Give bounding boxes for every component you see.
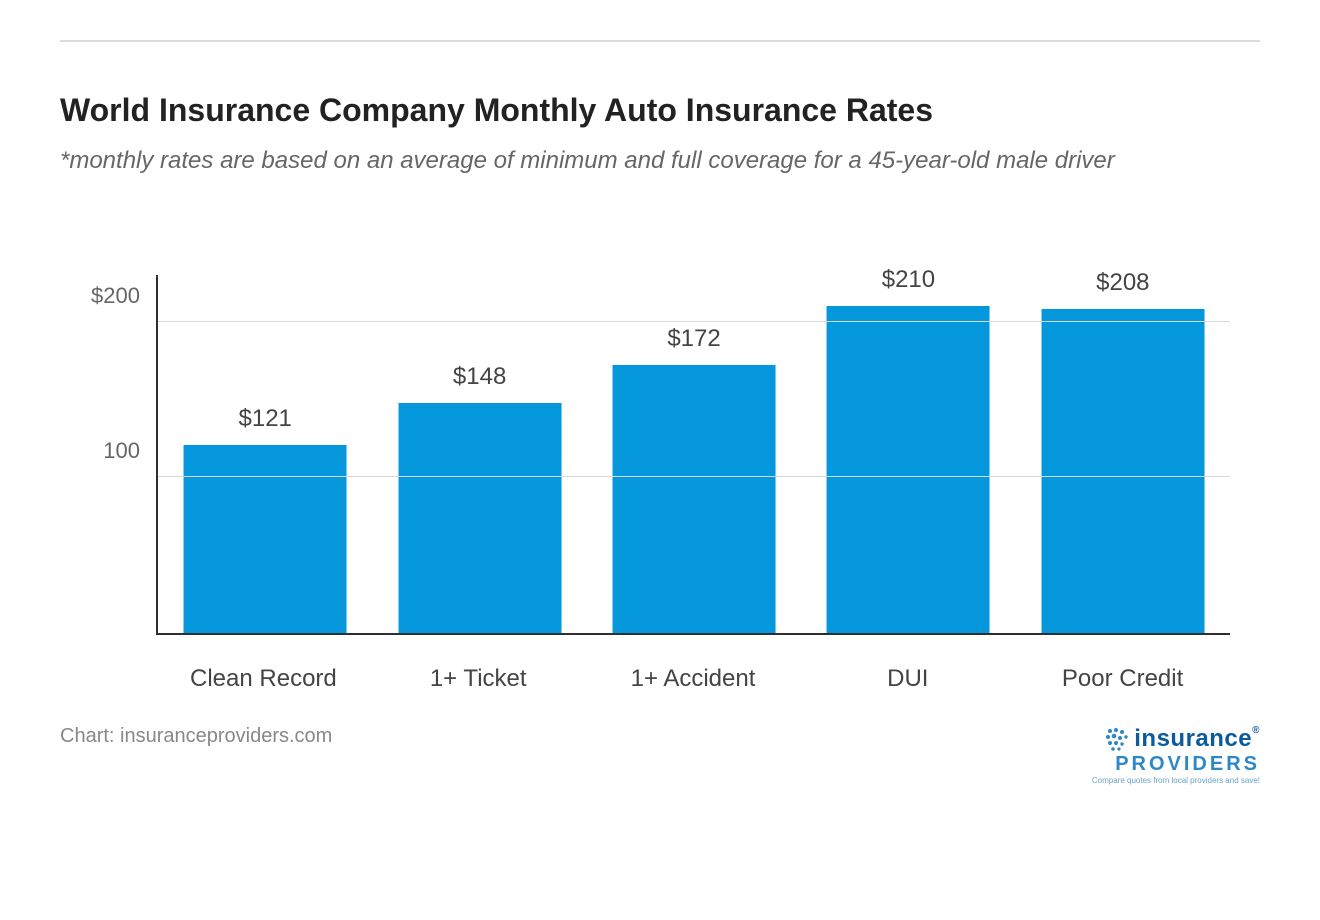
bar-value-label: $121 <box>239 405 292 433</box>
x-tick-label: Clean Record <box>156 647 371 695</box>
x-tick-label: Poor Credit <box>1015 647 1230 695</box>
brand-text-insur: insur <box>1134 725 1195 752</box>
chart-footer: Chart: insuranceproviders.com insurance®… <box>60 725 1260 785</box>
x-tick-label: DUI <box>800 647 1015 695</box>
bars-group: $121 $148 $172 $210 $208 <box>158 275 1230 633</box>
brand-logo: insurance® PROVIDERS Compare quotes from… <box>1092 725 1260 785</box>
x-axis-labels: Clean Record1+ Ticket1+ AccidentDUIPoor … <box>156 647 1230 695</box>
chart-credit: Chart: insuranceproviders.com <box>60 725 332 748</box>
chart-subtitle: *monthly rates are based on an average o… <box>60 147 1260 175</box>
chart-area: $121 $148 $172 $210 $208 100 $200 Clean Recor… <box>60 235 1260 695</box>
bar: $148 <box>398 403 561 633</box>
brand-registered-icon: ® <box>1252 725 1260 736</box>
chart-title: World Insurance Company Monthly Auto Ins… <box>60 92 1260 129</box>
bar: $121 <box>184 445 347 633</box>
bar-value-label: $172 <box>667 325 720 353</box>
x-tick-label: 1+ Ticket <box>371 647 586 695</box>
brand-tagline: Compare quotes from local providers and … <box>1092 776 1260 785</box>
bar-value-label: $148 <box>453 363 506 391</box>
x-tick-label: 1+ Accident <box>586 647 801 695</box>
brand-line2: PROVIDERS <box>1092 753 1260 776</box>
bar-value-label: $208 <box>1096 269 1149 297</box>
y-tick-label: 100 <box>103 438 158 464</box>
bar: $172 <box>613 365 776 633</box>
brand-dots-icon <box>1104 727 1130 753</box>
bar-slot: $121 <box>158 275 372 633</box>
bar-slot: $210 <box>801 275 1015 633</box>
brand-text-ance: ance <box>1195 725 1252 752</box>
plot-area: $121$148$172$210$208 100$200 <box>156 275 1230 635</box>
brand-line1: insurance® <box>1092 725 1260 753</box>
bar-slot: $208 <box>1016 275 1230 633</box>
gridline <box>158 476 1230 477</box>
chart-container: World Insurance Company Monthly Auto Ins… <box>0 0 1320 805</box>
top-divider <box>60 40 1260 42</box>
bar-slot: $172 <box>587 275 801 633</box>
bar: $208 <box>1041 309 1204 633</box>
bar-slot: $148 <box>372 275 586 633</box>
y-tick-label: $200 <box>91 283 158 309</box>
bar: $210 <box>827 306 990 633</box>
gridline <box>158 321 1230 322</box>
bar-value-label: $210 <box>882 266 935 294</box>
